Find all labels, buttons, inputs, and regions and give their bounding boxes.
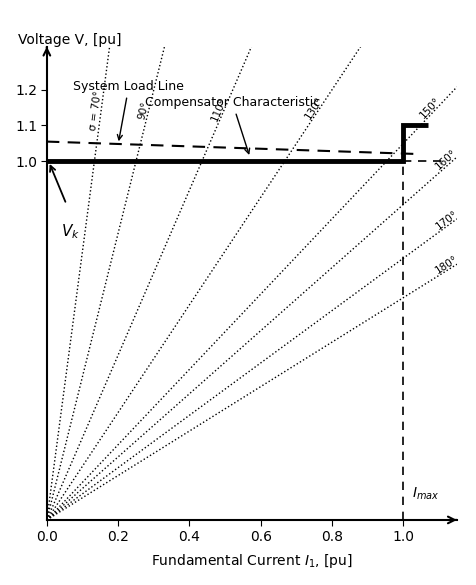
Text: Voltage V, [pu]: Voltage V, [pu] <box>18 33 122 47</box>
Text: Compensator Characteristic: Compensator Characteristic <box>145 96 320 154</box>
Text: 170°: 170° <box>434 209 460 232</box>
Text: 160°: 160° <box>434 147 459 171</box>
Text: System Load Line: System Load Line <box>73 80 184 140</box>
Text: $V_k$: $V_k$ <box>61 222 80 241</box>
Text: $I_{max}$: $I_{max}$ <box>412 486 440 502</box>
X-axis label: Fundamental Current $I_1$, [pu]: Fundamental Current $I_1$, [pu] <box>151 552 353 570</box>
Text: 90°: 90° <box>137 100 151 120</box>
Text: 180°: 180° <box>434 253 460 276</box>
Text: 130°: 130° <box>303 95 325 122</box>
Text: 150°: 150° <box>418 95 443 121</box>
Text: σ = 70°: σ = 70° <box>89 90 104 131</box>
Text: 110°: 110° <box>209 96 228 123</box>
